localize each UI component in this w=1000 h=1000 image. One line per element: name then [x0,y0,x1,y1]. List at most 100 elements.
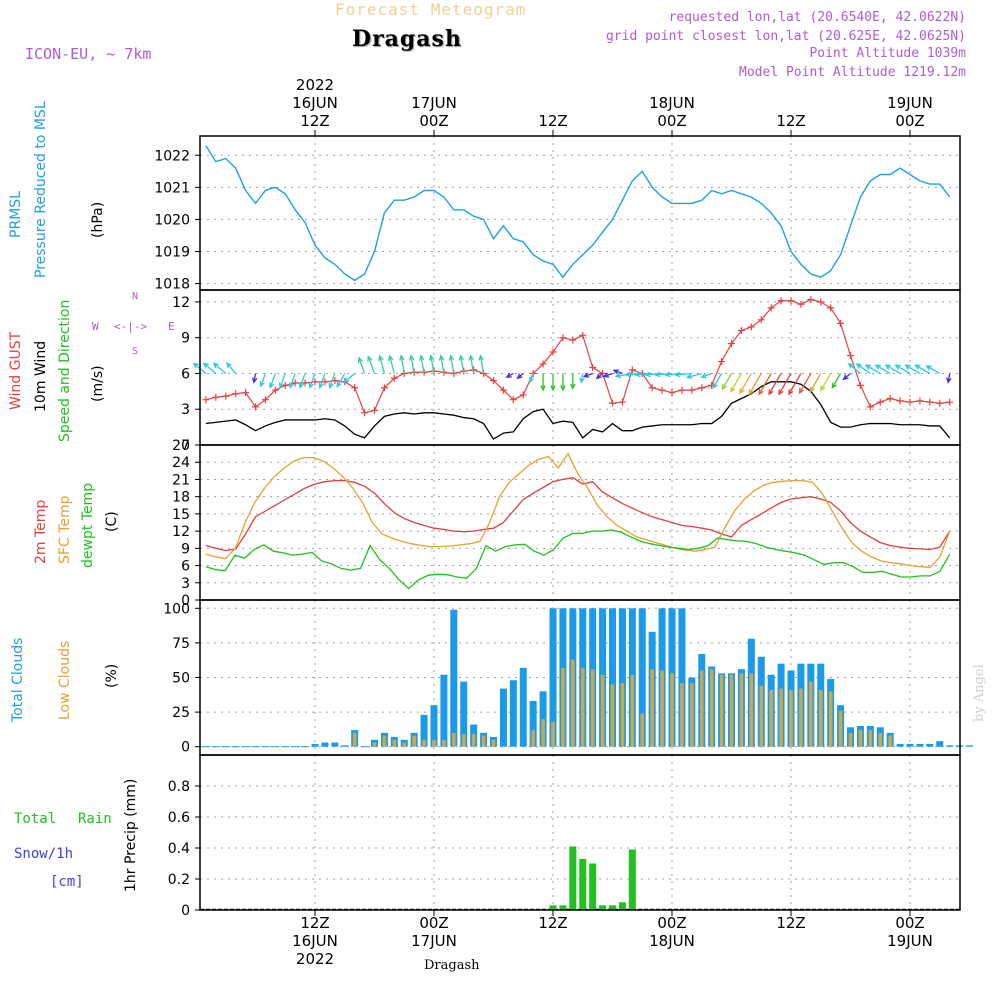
wind-direction-arrow [582,372,593,378]
time-label: 12Z [538,914,568,932]
wind-direction-arrow [438,354,445,374]
wind-gust-marker [698,384,706,392]
wind-gust-marker [380,384,388,392]
temp-dewpt-line [205,529,951,590]
total-cloud-bar [946,745,954,747]
total-cloud-bar [440,674,448,747]
wind-direction-arrow [318,373,326,389]
wind-gust-marker [549,348,557,356]
total-cloud-bar [499,688,507,747]
total-cloud-bar [609,608,617,747]
low-cloud-bar [461,734,466,747]
wind-direction-arrow [673,371,692,378]
wind-direction-arrow [579,373,585,384]
low-cloud-bar [769,689,773,747]
wind-direction-arrow [343,372,356,384]
total-cloud-bar [460,681,468,747]
wind-direction-arrow [739,373,752,395]
wind-gust-marker [906,398,914,406]
wind-gust-marker [291,379,299,387]
low-cloud-bar [888,735,892,747]
total-cloud-bar [906,743,914,747]
low-cloud-bar [799,688,803,747]
wind-direction-arrow [458,354,465,374]
ytick-label: 1021 [154,180,190,196]
rain-bar [589,863,597,910]
wind-direction-arrow [730,373,742,393]
wind-direction-arrow [874,364,891,375]
time-label: 12Z [776,914,806,932]
time-label: 16JUN [292,94,338,112]
wind-gust-marker [589,364,597,371]
low-cloud-bar [491,739,496,747]
wind-gust-marker [490,377,498,385]
wind-direction-arrow [468,354,475,374]
panel-frame-wind [199,289,961,446]
wind-gust-marker [777,297,785,305]
low-cloud-bar [452,732,456,747]
low-cloud-bar [729,674,734,747]
ytick-label: 9 [181,541,190,557]
grid-coords: grid point closest lon,lat (20.625E, 42.… [605,29,966,44]
total-cloud-bar [638,608,646,747]
panel-frame-precip [199,754,961,911]
wind-direction-arrow [798,373,812,395]
ytick-label: 15 [172,507,190,523]
low-cloud-bar [699,670,704,747]
wind-gust-marker [539,360,547,368]
low-cloud-bar [749,673,754,747]
low-cloud-bar [709,669,714,747]
ytick-label: 9 [181,331,190,347]
wind-direction-arrow [212,362,227,374]
wind-gust-marker [747,323,755,331]
wind-gust-marker [847,352,855,360]
low-cloud-bar [809,681,813,747]
wind-gust-marker [212,393,220,401]
time-label: 00Z [657,112,687,130]
low-cloud-bar [789,689,793,747]
precip-total-label: Total [14,811,57,827]
wind-gust-marker [252,403,259,411]
low-cloud-bar [352,732,357,747]
ytick-label: 18 [172,490,190,506]
wind-direction-arrow [259,373,267,388]
footer-location: Dragash [424,958,480,973]
low-cloud-bar [630,674,635,747]
precip-snow-unit-label: [cm] [50,874,84,890]
low-cloud-bar [382,735,387,747]
time-label: 19JUN [887,932,933,950]
low-cloud-bar [719,674,724,747]
wind-gust-marker [926,398,934,406]
panel-frame-pressure [199,135,961,291]
ytick-label: 1022 [154,148,190,164]
compass-w-label: W [92,320,99,333]
chart-title: Forecast Meteogram [335,0,527,19]
wind-gust-marker [866,403,874,411]
total-cloud-bar [539,691,547,747]
wind-direction-arrow [308,373,316,389]
pressure-line [205,145,951,282]
total-cloud-bar [430,705,438,747]
total-cloud-bar [618,608,626,747]
wind-gust-line [205,298,950,414]
wind-gust-marker [242,389,250,397]
wind-direction-arrow [904,364,921,375]
rain-bar [628,849,636,910]
wind-gust-marker [321,378,329,386]
wind-10m-line [205,381,951,440]
wind-direction-arrow [428,354,435,374]
wind-direction-arrow [367,355,376,374]
wind-gust-marker [946,398,954,406]
rain-bar [569,846,577,910]
wind-gust-marker [797,300,805,308]
time-label: 18JUN [649,932,695,950]
low-cloud-bar [828,691,833,747]
low-cloud-bar [858,730,863,747]
time-label: 00Z [419,112,449,130]
ytick-label: 0 [181,438,190,454]
wind-direction-arrow [644,371,663,378]
ytick-label: 0.2 [168,872,190,888]
low-cloud-bar [412,735,416,747]
total-cloud-bar [450,609,458,747]
total-cloud-bar [341,745,349,747]
